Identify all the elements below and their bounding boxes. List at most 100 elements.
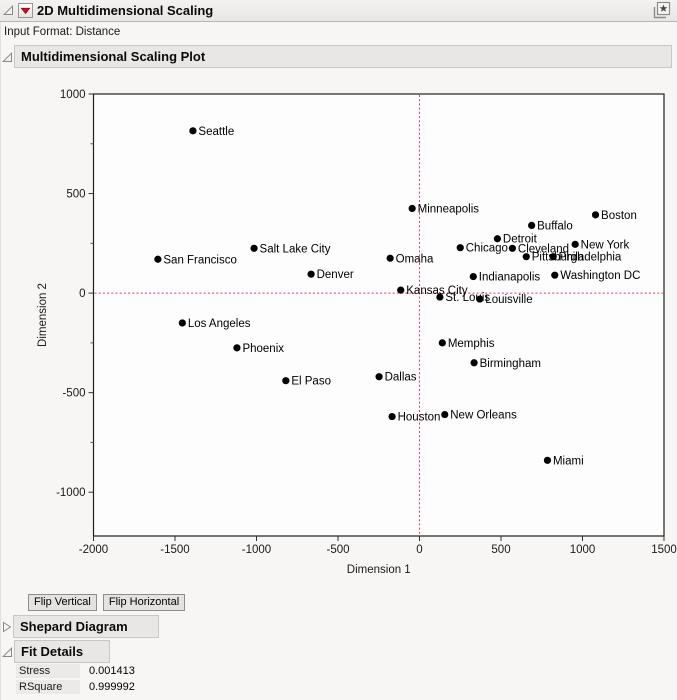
y-tick-label: 1000 xyxy=(60,89,86,101)
mds-scatter-plot[interactable]: -2000 -1500 -1000 -500 0 500 1000 1500 1000 500 0 -… xyxy=(0,70,677,592)
data-point[interactable] xyxy=(456,244,464,252)
data-point[interactable] xyxy=(250,244,258,252)
red-triangle-menu-icon xyxy=(20,7,31,15)
point-label: Washington DC xyxy=(560,270,640,282)
data-point[interactable] xyxy=(436,293,444,301)
data-point[interactable] xyxy=(476,295,484,303)
section-header-shepard: Shepard Diagram xyxy=(0,615,677,638)
data-point[interactable] xyxy=(543,456,552,464)
x-tick-label: -2000 xyxy=(79,544,108,556)
report-title: 2D Multidimensional Scaling xyxy=(37,3,214,18)
section-title-fit-details[interactable]: Fit Details xyxy=(14,640,110,663)
data-point[interactable] xyxy=(470,359,478,367)
input-format-label: Input Format: Distance xyxy=(4,26,121,38)
point-label: Louisville xyxy=(485,294,532,306)
point-label: Cleveland xyxy=(518,243,569,255)
y-axis-title: Dimension 2 xyxy=(37,283,49,347)
point-label: Miami xyxy=(553,455,584,467)
table-row: RSquare 0.999992 xyxy=(16,679,135,695)
data-point[interactable] xyxy=(386,254,394,262)
section-title-plot[interactable]: Multidimensional Scaling Plot xyxy=(14,45,672,68)
point-label: Boston xyxy=(601,210,637,222)
x-tick-label: -500 xyxy=(326,544,349,556)
rsquare-label: RSquare xyxy=(16,680,80,694)
point-label: El Paso xyxy=(291,376,331,388)
x-tick-label: 1000 xyxy=(570,544,596,556)
point-label: Minneapolis xyxy=(418,203,480,215)
point-label: Denver xyxy=(317,269,354,281)
data-point[interactable] xyxy=(469,272,477,281)
point-label: Memphis xyxy=(448,338,495,350)
point-label: Dallas xyxy=(385,372,417,384)
data-point[interactable] xyxy=(591,211,600,219)
disclosure-open-icon[interactable] xyxy=(1,645,13,663)
data-point[interactable] xyxy=(189,127,197,135)
point-label: Salt Lake City xyxy=(260,243,331,255)
stress-label: Stress xyxy=(16,664,80,678)
red-triangle-menu-button[interactable] xyxy=(18,3,33,18)
data-point[interactable] xyxy=(441,410,449,419)
data-point[interactable] xyxy=(282,377,290,385)
point-label: New York xyxy=(581,239,630,251)
flip-vertical-button[interactable]: Flip Vertical xyxy=(28,594,97,611)
outline-left-edge xyxy=(0,22,1,700)
outline-title-bar: 2D Multidimensional Scaling xyxy=(0,0,677,22)
data-point[interactable] xyxy=(508,244,517,252)
disclosure-closed-icon[interactable] xyxy=(2,620,12,638)
data-point[interactable] xyxy=(233,344,241,352)
x-tick-label: 1500 xyxy=(651,544,677,556)
plot-button-row: Flip Vertical Flip Horizontal xyxy=(28,594,186,611)
point-label: Kansas City xyxy=(406,285,468,297)
data-point[interactable] xyxy=(388,412,396,421)
journal-icon xyxy=(653,1,671,19)
x-tick-label: 500 xyxy=(491,544,510,556)
y-tick-label: -1000 xyxy=(56,487,85,499)
data-point[interactable] xyxy=(397,286,405,294)
y-tick-label: -500 xyxy=(62,388,85,400)
x-axis-title: Dimension 1 xyxy=(347,564,411,576)
x-tick-label: -1000 xyxy=(242,544,271,556)
data-point[interactable] xyxy=(551,271,559,279)
data-point[interactable] xyxy=(375,373,383,381)
section-header-plot: Multidimensional Scaling Plot xyxy=(0,45,677,68)
x-tick-label: 0 xyxy=(416,544,422,556)
point-label: St. Louis xyxy=(445,292,490,304)
point-label: Buffalo xyxy=(537,220,573,232)
data-point[interactable] xyxy=(408,204,416,213)
data-point[interactable] xyxy=(522,253,530,261)
point-label: Pittsburgh xyxy=(532,252,584,264)
point-label: Chicago xyxy=(466,243,508,255)
point-label: Indianapolis xyxy=(479,272,541,284)
data-point[interactable] xyxy=(178,319,186,327)
disclosure-open-icon[interactable] xyxy=(1,50,13,68)
data-point[interactable] xyxy=(528,221,536,230)
y-tick-label: 500 xyxy=(66,189,85,201)
fit-details-table: Stress 0.001413 RSquare 0.999992 xyxy=(16,663,135,695)
rsquare-value: 0.999992 xyxy=(89,681,135,693)
point-label: Omaha xyxy=(396,253,434,265)
point-label: San Francisco xyxy=(163,254,237,266)
flip-horizontal-button[interactable]: Flip Horizontal xyxy=(102,594,186,611)
data-point[interactable] xyxy=(154,255,162,263)
data-point[interactable] xyxy=(438,339,446,347)
y-tick-label: 0 xyxy=(79,288,85,300)
x-tick-label: -1500 xyxy=(160,544,189,556)
section-title-shepard[interactable]: Shepard Diagram xyxy=(13,615,159,638)
point-label: Houston xyxy=(398,412,441,424)
table-row: Stress 0.001413 xyxy=(16,663,135,679)
point-label: New Orleans xyxy=(450,410,517,422)
point-label: Birmingham xyxy=(480,358,541,370)
point-label: Detroit xyxy=(503,234,538,246)
data-point[interactable] xyxy=(493,235,502,243)
journal-button[interactable] xyxy=(651,1,672,20)
disclosure-open-icon[interactable] xyxy=(2,5,14,17)
point-label: Phoenix xyxy=(242,343,284,355)
data-point[interactable] xyxy=(549,253,557,261)
point-label: Los Angeles xyxy=(188,318,251,330)
point-label: Philadelphia xyxy=(559,252,622,264)
data-point[interactable] xyxy=(307,270,315,278)
stress-value: 0.001413 xyxy=(89,665,135,677)
section-header-fit-details: Fit Details xyxy=(0,640,677,663)
data-point[interactable] xyxy=(571,240,579,248)
disclosure-open-glyph xyxy=(2,5,13,15)
